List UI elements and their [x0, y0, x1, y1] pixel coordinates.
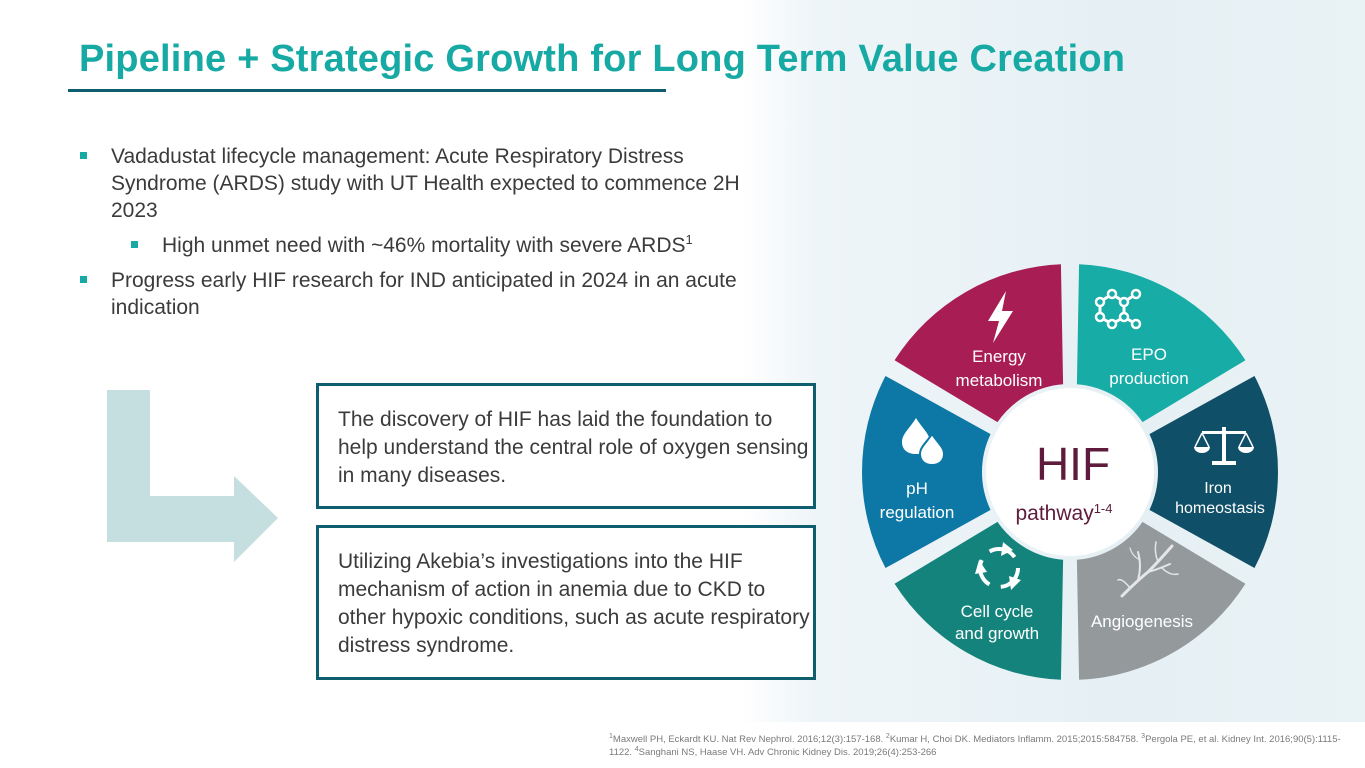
references-footnote: 1Maxwell PH, Eckardt KU. Nat Rev Nephrol…: [609, 733, 1359, 759]
segment-shape: [894, 264, 1064, 423]
segment-label-line2: homeostasis: [1175, 500, 1265, 517]
bullet-marker: [131, 241, 138, 248]
bullet-text: High unmet need with ~46% mortality with…: [162, 234, 686, 257]
center-subtitle-sup: 1-4: [1094, 501, 1113, 516]
segment-shape: [862, 375, 991, 569]
cycle-arrows-icon: [975, 542, 1021, 590]
segment-label-line1: EPO: [1131, 345, 1167, 364]
segment-label-line1: Energy: [972, 347, 1026, 366]
hif-pathway-wheel: EPO production Iron homeostasis: [862, 264, 1278, 680]
ref-marker: 2: [885, 732, 890, 740]
vessel-branch-icon: [1117, 541, 1179, 598]
reference-2: Kumar H, Choi DK. Mediators Inflamm. 201…: [889, 734, 1142, 745]
reference-3: Pergola PE, et al. Kidney Int. 2016;90(5…: [609, 734, 1341, 758]
droplets-icon: [902, 418, 946, 467]
bullet-text: Progress early HIF research for IND anti…: [111, 269, 737, 319]
akebia-investigation-box: Utilizing Akebia’s investigations into t…: [316, 525, 816, 680]
segment-energy: Energy metabolism: [894, 264, 1064, 423]
bullet-marker: [80, 276, 87, 283]
ref-marker: 4: [634, 745, 639, 753]
segment-label-line2: regulation: [880, 503, 955, 522]
center-title: HIF: [1036, 438, 1110, 490]
title-underline: [68, 89, 666, 92]
wheel-center-circle: [986, 388, 1154, 556]
ref-marker: 1: [609, 732, 613, 740]
segment-angiogenesis: Angiogenesis: [1076, 521, 1246, 680]
segment-label-line2: production: [1109, 369, 1188, 388]
segment-cell-cycle: Cell cycle and growth: [894, 521, 1064, 680]
segment-shape: [1076, 521, 1246, 680]
sub-bullet-item: High unmet need with ~46% mortality with…: [131, 232, 740, 259]
lightning-icon: [988, 291, 1013, 343]
reference-1: Maxwell PH, Eckardt KU. Nat Rev Nephrol.…: [612, 734, 886, 745]
bullet-item: Progress early HIF research for IND anti…: [80, 267, 740, 321]
segment-label-line2: metabolism: [956, 371, 1043, 390]
segment-label-line1: Iron: [1204, 480, 1232, 497]
segment-epo: EPO production: [1076, 264, 1246, 423]
page-title: Pipeline + Strategic Growth for Long Ter…: [79, 38, 1126, 80]
bullet-marker: [80, 152, 87, 159]
bullet-list: Vadadustat lifecycle management: Acute R…: [80, 143, 740, 329]
segment-label-line1: pH: [906, 479, 928, 498]
footnote-marker: 1: [685, 232, 693, 247]
hif-discovery-box: The discovery of HIF has laid the founda…: [316, 383, 816, 509]
molecule-icon: [1094, 288, 1142, 330]
center-subtitle-text: pathway: [1015, 502, 1094, 525]
segment-iron: Iron homeostasis: [1149, 375, 1278, 569]
bullet-item: Vadadustat lifecycle management: Acute R…: [80, 143, 740, 224]
bullet-text: Vadadustat lifecycle management: Acute R…: [111, 145, 740, 222]
segment-label-line1: Angiogenesis: [1091, 612, 1193, 631]
segment-label-line1: Cell cycle: [961, 602, 1034, 621]
segment-shape: [894, 521, 1064, 680]
segment-label-line2: and growth: [955, 624, 1039, 643]
segment-shape: [1149, 375, 1278, 569]
bent-arrow-icon: [107, 390, 278, 562]
center-subtitle: pathway1-4: [1015, 501, 1112, 525]
ref-marker: 3: [1141, 732, 1146, 740]
balance-scale-icon: [1194, 427, 1254, 465]
segment-ph: pH regulation: [862, 375, 991, 569]
reference-4: Sanghani NS, Haase VH. Adv Chronic Kidne…: [638, 747, 937, 758]
